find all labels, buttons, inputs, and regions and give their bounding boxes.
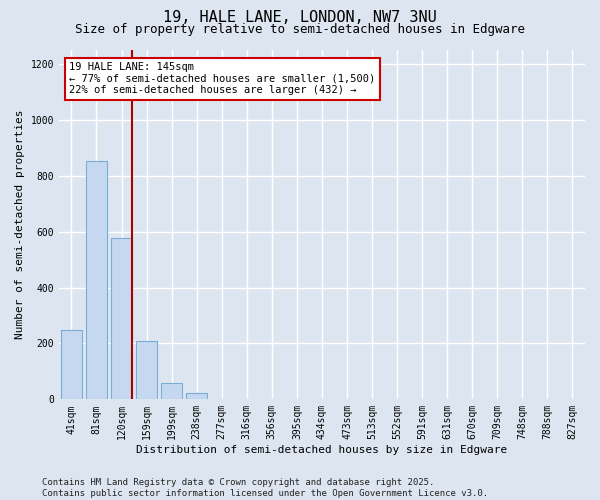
Bar (186, 392, 208, 400)
Bar (86, 161, 107, 400)
Text: 19 HALE LANE: 145sqm
← 77% of semi-detached houses are smaller (1,500)
22% of se: 19 HALE LANE: 145sqm ← 77% of semi-detac… (70, 62, 376, 96)
Bar (61, 330, 82, 400)
Y-axis label: Number of semi-detached properties: Number of semi-detached properties (15, 110, 25, 340)
Text: Size of property relative to semi-detached houses in Edgware: Size of property relative to semi-detach… (75, 22, 525, 36)
Text: 19, HALE LANE, LONDON, NW7 3NU: 19, HALE LANE, LONDON, NW7 3NU (163, 10, 437, 25)
Bar (211, 399, 232, 400)
Bar (161, 382, 182, 400)
Bar (111, 238, 132, 400)
Text: Contains HM Land Registry data © Crown copyright and database right 2025.
Contai: Contains HM Land Registry data © Crown c… (42, 478, 488, 498)
Bar (136, 340, 157, 400)
X-axis label: Distribution of semi-detached houses by size in Edgware: Distribution of semi-detached houses by … (136, 445, 508, 455)
